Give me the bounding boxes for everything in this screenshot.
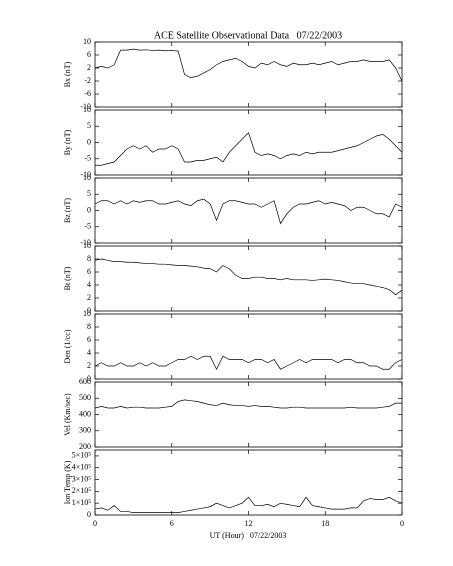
y-tick-label: 2: [87, 293, 91, 302]
x-tick-label: 12: [245, 519, 253, 528]
y-tick-label: 2: [87, 63, 91, 72]
x-tick-label: 6: [170, 519, 174, 528]
data-line: [94, 399, 402, 409]
x-axis-label: UT (Hour) 07/22/2003: [210, 531, 287, 540]
y-axis-label: Vel (Km/sec): [63, 393, 72, 436]
data-line: [94, 198, 403, 225]
y-tick-label: 400: [79, 409, 91, 418]
y-tick-label: 300: [79, 426, 91, 435]
y-tick-label: -5: [84, 154, 91, 163]
panel-frame: [94, 313, 403, 380]
y-tick-label: 0: [87, 205, 91, 214]
y-tick-label: -6: [84, 89, 91, 98]
panel-frame: [94, 381, 403, 448]
y-tick-label: 10: [83, 309, 91, 318]
data-line: [94, 355, 403, 371]
y-tick-label: 0: [87, 510, 91, 519]
y-tick-label: -10: [80, 170, 91, 179]
y-tick-label: -10: [80, 102, 91, 111]
chart-title: ACE Satellite Observational Data 07/22/2…: [154, 30, 342, 41]
y-tick-label: 5: [87, 189, 91, 198]
y-tick-label: 10: [83, 37, 91, 46]
data-line: [94, 48, 403, 82]
y-tick-label: 4×10⁵: [72, 463, 92, 472]
panel-frame: [94, 109, 403, 176]
y-tick-label: 10: [83, 105, 91, 114]
y-tick-label: 2×10⁵: [72, 486, 92, 495]
y-tick-label: 10: [83, 173, 91, 182]
panel-frame: [94, 177, 403, 244]
y-tick-label: 10: [83, 241, 91, 250]
y-tick-label: -2: [84, 76, 91, 85]
y-tick-label: 5×10⁵: [72, 451, 92, 460]
y-tick-label: 600: [79, 377, 91, 386]
data-line: [94, 258, 403, 296]
y-tick-label: 6: [87, 335, 91, 344]
y-axis-label: By (nT): [63, 129, 72, 155]
x-tick-label: 18: [321, 519, 329, 528]
y-tick-label: -10: [80, 238, 91, 247]
y-tick-label: 8: [87, 322, 91, 331]
y-axis-label: Bx (nT): [63, 61, 72, 87]
panel-frame: [94, 41, 403, 108]
y-tick-label: 3×10⁵: [72, 474, 92, 483]
y-axis-label: Bz (nT): [63, 198, 72, 223]
y-tick-label: 8: [87, 254, 91, 263]
y-tick-label: 0: [87, 306, 91, 315]
y-tick-label: 0: [87, 374, 91, 383]
panel-frame: [94, 449, 403, 516]
y-tick-label: 500: [79, 393, 91, 402]
y-tick-label: 4: [87, 348, 91, 357]
y-tick-label: 5: [87, 121, 91, 130]
y-tick-label: 0: [87, 137, 91, 146]
data-line: [94, 496, 403, 513]
y-tick-label: 6: [87, 267, 91, 276]
y-tick-label: 1×10⁵: [72, 498, 92, 507]
y-axis-label: Ion Temp (K): [63, 460, 72, 504]
x-tick-label: 0: [400, 519, 404, 528]
y-tick-label: 6: [87, 50, 91, 59]
y-tick-label: 2: [87, 361, 91, 370]
x-tick-label: 0: [93, 519, 97, 528]
y-axis-label: Den (1/cc): [63, 329, 72, 363]
y-tick-label: 4: [87, 280, 91, 289]
data-line: [95, 132, 403, 166]
y-tick-label: -5: [84, 222, 91, 231]
y-tick-label: 200: [79, 442, 91, 451]
y-axis-label: Bt (nT): [63, 266, 72, 290]
